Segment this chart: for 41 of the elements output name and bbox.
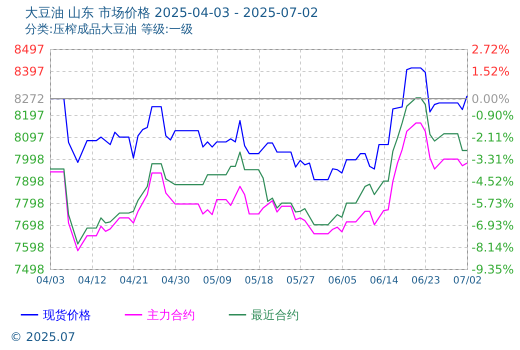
x-tick-label: 06/14 [370,276,399,286]
chart-subtitle: 分类:压榨成品大豆油 等级:一级 [25,22,193,36]
y-tick-label: 8397 [14,64,44,79]
y2-tick-label: -6.93% [472,218,514,232]
y-tick-label: 7598 [14,240,44,254]
y2-tick-label: -0.90% [472,108,514,122]
legend-label: 主力合约 [147,308,195,322]
y2-tick-label: -2.11% [472,130,514,145]
chart-title: 大豆油 山东 市场价格 2025-04-03 - 2025-07-02 [25,6,318,21]
x-tick-label: 04/21 [119,276,148,286]
x-tick-label: 05/27 [286,276,316,286]
legend-label: 最近合约 [251,308,299,322]
line-series [49,97,468,244]
y-tick-label: 7698 [14,218,44,232]
x-tick-label: 04/03 [36,276,65,286]
x-tick-label: 05/09 [202,276,232,286]
x-tick-label: 04/30 [161,276,190,286]
y-tick-label: 8197 [14,108,44,123]
y2-tick-label: 2.72% [472,42,510,56]
x-tick-label: 05/18 [244,276,274,286]
y-tick-label: 7498 [14,262,44,276]
text: © 2025.07 [10,330,76,344]
y-tick-label: 7898 [14,174,44,188]
legend-label: 现货价格 [43,308,91,322]
y2-tick-label: 0.00% [472,92,510,106]
y-tick-label: 8272 [14,92,44,106]
x-tick-label: 06/23 [411,276,440,286]
x-tick-label: 07/02 [453,276,482,286]
y2-tick-label: 1.52% [472,64,510,78]
y2-tick-label: -9.35% [472,262,514,276]
y2-tick-label: -3.31% [472,152,514,166]
y-tick-label: 7798 [14,196,44,210]
line-series [49,122,468,252]
y2-tick-label: -4.52% [472,174,514,188]
y2-tick-label: -8.14% [472,240,514,254]
x-tick-label: 06/05 [328,276,357,286]
y-tick-label: 8497 [14,42,44,56]
y-tick-label: 8097 [14,130,44,145]
y2-tick-label: -5.73% [472,196,514,211]
y-tick-label: 7998 [14,152,44,166]
x-tick-label: 04/12 [78,276,107,286]
